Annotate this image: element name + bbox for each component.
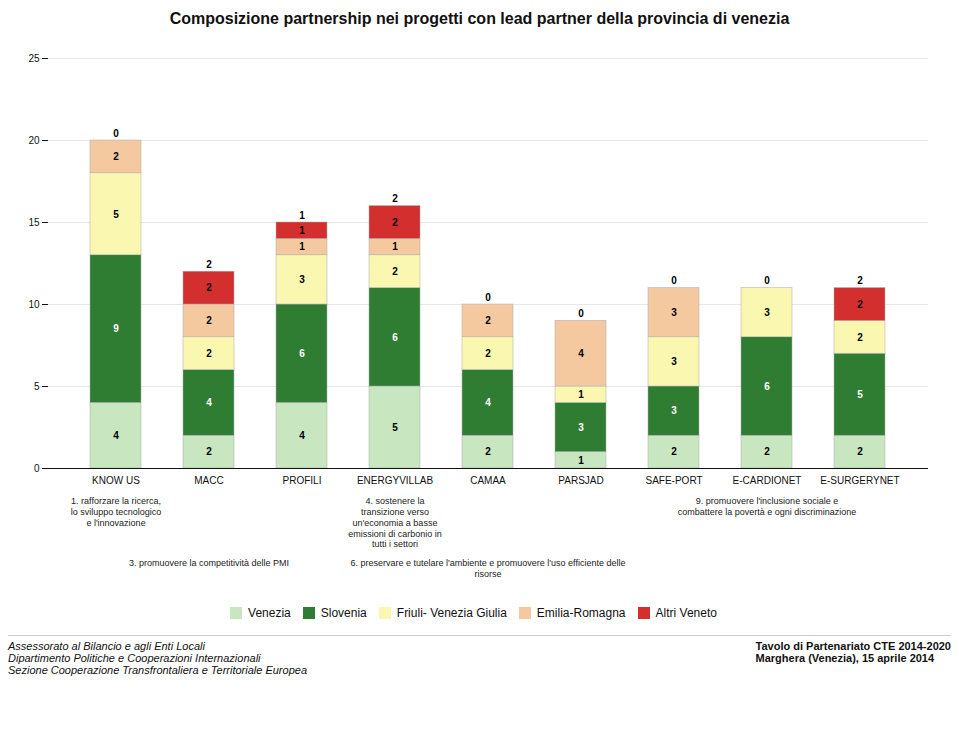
svg-text:2: 2 xyxy=(113,151,119,162)
svg-text:ENERGYVILLAB: ENERGYVILLAB xyxy=(357,475,433,486)
svg-text:6: 6 xyxy=(392,332,398,343)
html-text:Slovenia: Slovenia xyxy=(320,605,367,620)
svg-text:2: 2 xyxy=(206,315,212,326)
svg-text:0: 0 xyxy=(578,308,584,319)
svg-text:5: 5 xyxy=(857,389,863,400)
svg-text:0: 0 xyxy=(764,275,770,286)
svg-text:2: 2 xyxy=(671,446,677,457)
svg-text:1: 1 xyxy=(392,241,398,252)
svg-text:6. preservare e tutelare l'amb: 6. preservare e tutelare l'ambiente e pr… xyxy=(351,558,626,579)
svg-text:2: 2 xyxy=(206,259,212,270)
svg-text:4: 4 xyxy=(299,430,305,441)
html-text:Dipartimento Politiche e Coope: Dipartimento Politiche e Cooperazioni In… xyxy=(8,652,261,664)
svg-text:2: 2 xyxy=(206,282,212,293)
svg-text:5: 5 xyxy=(34,381,40,392)
svg-text:10: 10 xyxy=(28,299,40,310)
svg-text:2: 2 xyxy=(392,266,398,277)
svg-text:6: 6 xyxy=(764,381,770,392)
svg-text:15: 15 xyxy=(28,217,40,228)
svg-text:3: 3 xyxy=(578,422,584,433)
svg-text:1: 1 xyxy=(299,210,305,221)
svg-text:4: 4 xyxy=(485,397,491,408)
svg-text:2: 2 xyxy=(485,348,491,359)
svg-text:1: 1 xyxy=(299,225,305,236)
svg-text:2: 2 xyxy=(392,217,398,228)
svg-text:2: 2 xyxy=(857,446,863,457)
svg-text:SAFE-PORT: SAFE-PORT xyxy=(645,475,702,486)
html-text:Composizione partnership nei p: Composizione partnership nei progetti co… xyxy=(169,10,790,27)
html-text:Altri Veneto: Altri Veneto xyxy=(655,605,717,620)
svg-text:2: 2 xyxy=(206,348,212,359)
svg-text:5: 5 xyxy=(113,209,119,220)
svg-text:4. sostenere latransizione ver: 4. sostenere latransizione versoun'econo… xyxy=(348,496,442,549)
html-text:Tavolo di Partenariato CTE 201: Tavolo di Partenariato CTE 2014-2020 xyxy=(755,640,951,652)
svg-text:1: 1 xyxy=(578,455,584,466)
svg-text:4: 4 xyxy=(113,430,119,441)
svg-text:2: 2 xyxy=(206,446,212,457)
svg-text:9: 9 xyxy=(113,323,119,334)
svg-text:1: 1 xyxy=(578,389,584,400)
html-text:Assessorato al Bilancio e agli: Assessorato al Bilancio e agli Enti Loca… xyxy=(8,640,205,652)
svg-text:E-SURGERYNET: E-SURGERYNET xyxy=(820,475,899,486)
svg-text:6: 6 xyxy=(299,348,305,359)
svg-text:0: 0 xyxy=(34,463,40,474)
svg-text:4: 4 xyxy=(206,397,212,408)
html-text:Friuli- Venezia Giulia: Friuli- Venezia Giulia xyxy=(396,605,507,620)
html-text:Venezia: Venezia xyxy=(248,605,291,620)
svg-text:3: 3 xyxy=(671,307,677,318)
svg-text:3. promuovere la competitività: 3. promuovere la competitività delle PMI xyxy=(129,558,289,568)
html-text:Emilia-Romagna: Emilia-Romagna xyxy=(536,605,626,620)
svg-text:3: 3 xyxy=(299,274,305,285)
svg-text:20: 20 xyxy=(28,135,40,146)
svg-text:25: 25 xyxy=(28,53,40,64)
svg-text:0: 0 xyxy=(671,275,677,286)
svg-text:E-CARDIONET: E-CARDIONET xyxy=(733,475,802,486)
svg-text:MACC: MACC xyxy=(194,475,223,486)
svg-text:2: 2 xyxy=(485,446,491,457)
html-text:Sezione Cooperazione Transfron: Sezione Cooperazione Transfrontaliera e … xyxy=(8,664,307,676)
svg-text:3: 3 xyxy=(764,307,770,318)
svg-text:1: 1 xyxy=(299,241,305,252)
svg-text:KNOW US: KNOW US xyxy=(92,475,140,486)
svg-text:3: 3 xyxy=(671,356,677,367)
svg-text:2: 2 xyxy=(857,275,863,286)
html-text:Marghera (Venezia), 15 aprile: Marghera (Venezia), 15 aprile 2014 xyxy=(755,652,935,664)
svg-text:0: 0 xyxy=(113,128,119,139)
svg-text:2: 2 xyxy=(485,315,491,326)
svg-text:5: 5 xyxy=(392,422,398,433)
svg-text:PROFILI: PROFILI xyxy=(283,475,322,486)
svg-text:0: 0 xyxy=(485,292,491,303)
svg-text:PARSJAD: PARSJAD xyxy=(558,475,603,486)
svg-text:1. rafforzare la ricerca,lo sv: 1. rafforzare la ricerca,lo sviluppo tec… xyxy=(71,496,162,528)
svg-text:2: 2 xyxy=(764,446,770,457)
svg-text:9. promuovere l'inclusione soc: 9. promuovere l'inclusione sociale ecomb… xyxy=(678,496,857,517)
svg-text:2: 2 xyxy=(392,193,398,204)
svg-text:2: 2 xyxy=(857,332,863,343)
svg-text:2: 2 xyxy=(857,299,863,310)
svg-text:3: 3 xyxy=(671,405,677,416)
svg-text:4: 4 xyxy=(578,348,584,359)
svg-text:CAMAA: CAMAA xyxy=(470,475,506,486)
